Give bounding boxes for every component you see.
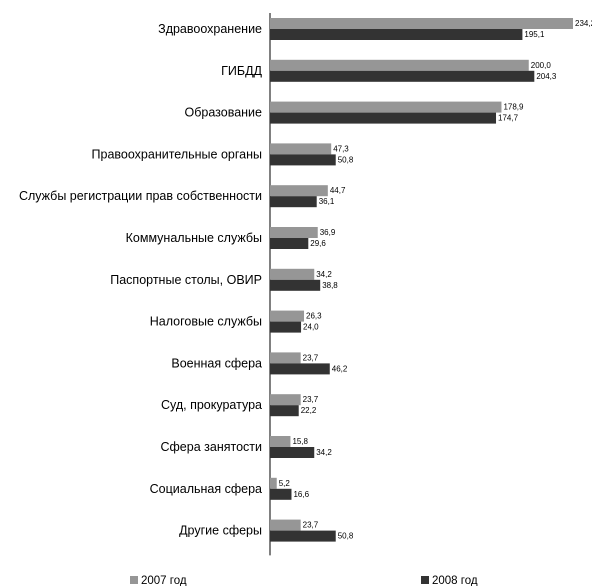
category-label: Сфера занятости [161, 440, 263, 454]
bar-2008 [270, 530, 336, 542]
legend-label-2008: 2008 год [432, 575, 478, 586]
bar-2008 [270, 279, 321, 291]
bar-2007 [270, 18, 573, 29]
value-label: 23,7 [303, 521, 319, 530]
value-label: 5,2 [279, 479, 291, 488]
value-label: 44,7 [330, 186, 346, 195]
category-label: Образование [185, 106, 263, 120]
category-label: Военная сфера [171, 356, 262, 370]
bar-2008 [270, 488, 292, 500]
category-label: Другие сферы [179, 524, 262, 538]
value-label: 36,9 [320, 228, 336, 237]
bar-2008 [270, 154, 336, 166]
category-label: ГИБДД [221, 64, 262, 78]
category-label: Суд, прокуратура [161, 398, 262, 412]
value-label: 26,3 [306, 312, 322, 321]
value-label: 24,0 [303, 323, 319, 332]
value-label: 15,8 [292, 437, 308, 446]
bar-2007 [270, 227, 318, 238]
category-label: Коммунальные службы [126, 231, 262, 245]
value-label: 195,1 [524, 30, 545, 39]
bar-marks [270, 18, 573, 542]
bar-2008 [270, 70, 535, 82]
bar-2007 [270, 394, 301, 406]
value-label: 204,3 [536, 72, 557, 81]
bar-2008 [270, 321, 302, 333]
value-label: 36,1 [319, 197, 335, 206]
value-label: 22,2 [301, 406, 317, 415]
bar-2007 [270, 436, 291, 447]
value-label: 47,3 [333, 144, 349, 153]
value-label: 234,2 [575, 19, 592, 28]
legend: 2007 год 2008 год [130, 575, 478, 586]
value-label: 34,2 [316, 270, 332, 279]
bar-2007 [270, 59, 529, 71]
value-label: 34,2 [316, 448, 332, 457]
category-labels: Здравоохранение ГИБДД Образование Правоохра… [19, 22, 263, 538]
value-label: 50,8 [338, 155, 354, 164]
bar-2008 [270, 29, 523, 40]
value-label: 178,9 [503, 103, 524, 112]
bar-2007 [270, 477, 277, 489]
value-label: 174,7 [498, 114, 519, 123]
legend-swatch-2007 [130, 576, 138, 584]
bar-2007 [270, 268, 315, 280]
value-label: 23,7 [303, 395, 319, 404]
legend-label-2007: 2007 год [141, 575, 187, 586]
value-labels: 234,2 195,1 200,0 204,3 178,9 174,7 47,3 50,8 44… [279, 19, 592, 541]
category-label: Паспортные столы, ОВИР [110, 273, 262, 287]
value-label: 38,8 [322, 281, 338, 290]
bar-2008 [270, 238, 309, 249]
legend-swatch-2008 [421, 576, 429, 584]
value-label: 23,7 [303, 353, 319, 362]
bar-2007 [270, 519, 301, 531]
value-label: 46,2 [332, 364, 348, 373]
value-label: 200,0 [531, 61, 552, 70]
bar-2007 [270, 310, 305, 322]
bar-2007 [270, 143, 332, 155]
category-label: Налоговые службы [150, 315, 262, 329]
category-label: Здравоохранение [158, 22, 262, 36]
bar-2007 [270, 185, 328, 197]
category-label: Социальная сфера [150, 482, 262, 496]
bar-2008 [270, 405, 299, 417]
bar-2008 [270, 363, 330, 375]
category-label: Службы регистрации прав собственности [19, 189, 262, 203]
value-label: 29,6 [310, 239, 326, 248]
bar-2007 [270, 352, 301, 364]
value-label: 16,6 [293, 490, 309, 499]
bar-2008 [270, 447, 315, 458]
bar-2007 [270, 101, 502, 113]
bar-2008 [270, 112, 497, 124]
category-label: Правоохранительные органы [92, 147, 262, 161]
value-label: 50,8 [338, 532, 354, 541]
bar-2008 [270, 196, 317, 208]
